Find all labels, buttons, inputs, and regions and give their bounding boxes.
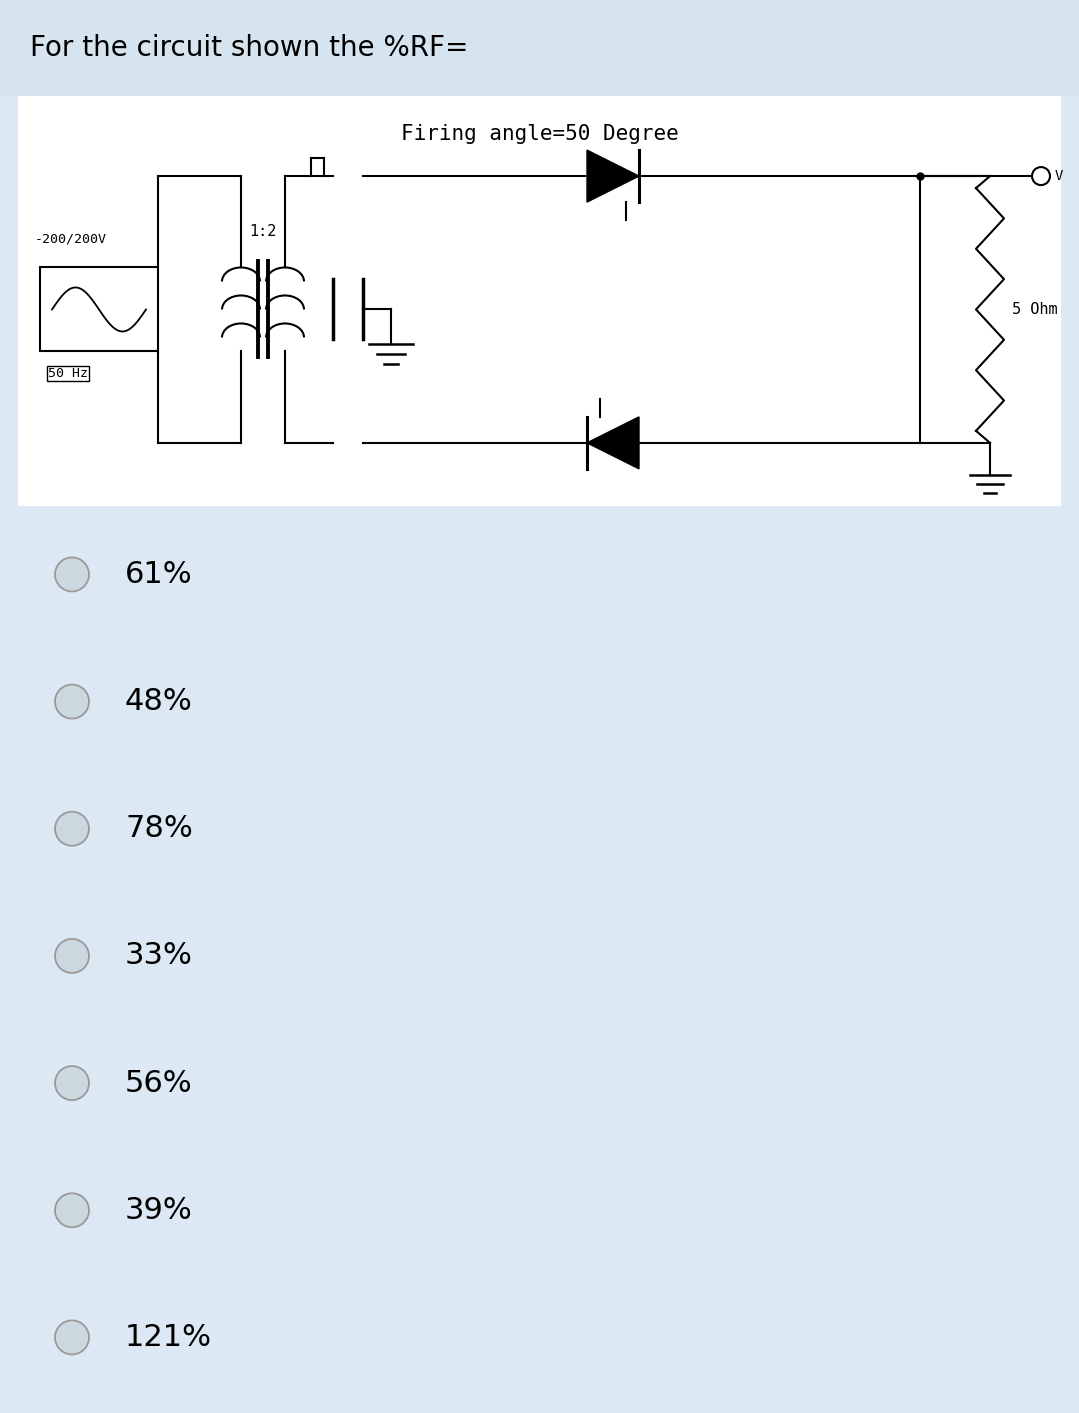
Circle shape [55,811,88,846]
Circle shape [55,1193,88,1228]
Text: 48%: 48% [125,687,193,716]
Text: 33%: 33% [125,941,193,971]
Text: 78%: 78% [125,814,193,844]
Bar [0,0,1079,96]
Text: 61%: 61% [125,560,193,589]
Text: 1:2: 1:2 [249,225,276,239]
Text: Firing angle=50 Degree: Firing angle=50 Degree [400,124,679,144]
Text: 56%: 56% [125,1068,193,1098]
Circle shape [55,1065,88,1101]
Circle shape [55,685,88,719]
Circle shape [55,558,88,592]
Circle shape [1032,167,1050,185]
Circle shape [55,938,88,974]
Circle shape [55,1320,88,1355]
Text: 121%: 121% [125,1323,211,1352]
Text: V: V [1055,170,1064,184]
Text: 5 Ohm: 5 Ohm [1012,302,1057,317]
Polygon shape [587,417,639,469]
Text: -200/200V: -200/200V [35,233,107,246]
Text: 39%: 39% [125,1195,193,1225]
Polygon shape [587,150,639,202]
Text: 50 Hz: 50 Hz [47,367,88,380]
Text: For the circuit shown the %RF=: For the circuit shown the %RF= [30,34,468,62]
Bar [18,96,1061,506]
Bar [40,267,158,352]
